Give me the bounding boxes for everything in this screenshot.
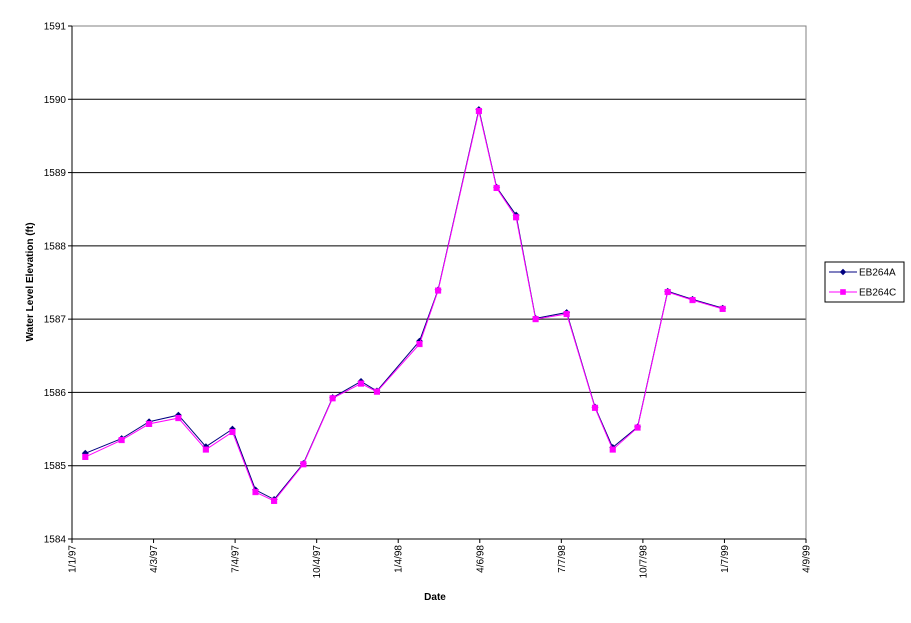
y-tick-label: 1585 — [44, 461, 67, 472]
data-point — [416, 341, 423, 348]
legend-marker-eb264a — [839, 268, 847, 276]
data-point — [609, 446, 616, 453]
data-point — [532, 316, 539, 323]
legend-box — [824, 261, 905, 303]
data-point — [329, 395, 336, 402]
series-eb264c — [82, 107, 726, 504]
x-tick-label: 1/7/99 — [720, 545, 731, 573]
legend-marker-eb264c — [840, 289, 846, 295]
x-tick-label: 4/3/97 — [149, 545, 160, 573]
data-point — [664, 288, 671, 296]
data-point — [373, 388, 380, 395]
plot-area — [71, 25, 807, 540]
y-tick-label: 1586 — [44, 388, 67, 399]
data-point — [82, 453, 89, 460]
y-tick-label: 1589 — [44, 168, 67, 179]
data-point — [146, 420, 153, 427]
x-tick-label: 10/7/98 — [638, 545, 649, 579]
data-point — [719, 305, 726, 312]
series-layer — [81, 105, 727, 504]
y-tick-label: 1591 — [44, 22, 67, 33]
data-point — [591, 404, 599, 411]
y-tick-label: 1590 — [44, 95, 67, 106]
data-point — [271, 497, 278, 504]
data-point — [493, 184, 500, 192]
gridlines — [72, 98, 806, 467]
legend-label-eb264a: EB264A — [859, 268, 896, 279]
data-point — [513, 214, 520, 221]
y-axis-title: Water Level Elevation (ft) — [25, 222, 36, 341]
data-point — [175, 415, 182, 422]
data-point — [689, 297, 696, 304]
data-point — [435, 287, 442, 294]
x-tick-label: 7/7/98 — [557, 545, 568, 573]
series-eb264a — [81, 105, 727, 503]
data-point — [202, 446, 209, 453]
data-point — [634, 424, 641, 431]
legend-label-eb264c: EB264C — [859, 288, 896, 299]
legend: EB264A EB264C — [824, 261, 905, 303]
x-tick-label: 4/6/98 — [475, 545, 486, 573]
data-point — [252, 489, 259, 496]
axes: 1584 1585 1586 1587 1588 1589 1590 1591 1/1/97 4/… — [44, 22, 813, 579]
series-line-eb264c — [85, 110, 723, 502]
y-tick-label: 1587 — [44, 315, 67, 326]
x-tick-label: 7/4/97 — [231, 545, 242, 573]
y-tick-label: 1588 — [44, 241, 67, 252]
x-tick-label: 10/4/97 — [312, 545, 323, 579]
data-point — [563, 310, 570, 318]
x-tick-label: 1/4/98 — [394, 545, 405, 573]
series-line-eb264a — [85, 109, 723, 501]
x-tick-label: 1/1/97 — [68, 545, 79, 573]
data-point — [357, 380, 365, 387]
data-point — [300, 461, 307, 468]
data-point — [475, 107, 482, 115]
data-point — [229, 428, 236, 436]
x-tick-label: 4/9/99 — [802, 545, 813, 573]
data-point — [118, 437, 125, 444]
x-axis-title: Date — [424, 592, 446, 603]
y-tick-label: 1584 — [44, 535, 67, 546]
